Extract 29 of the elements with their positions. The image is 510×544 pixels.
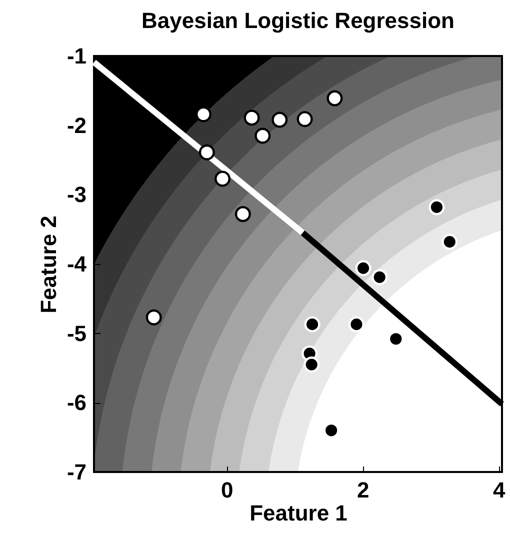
x-tick-label: 4 <box>492 478 506 502</box>
point <box>428 199 445 216</box>
y-tick-label: -2 <box>66 112 86 138</box>
x-tick-label: 2 <box>356 478 370 502</box>
chart-title: Bayesian Logistic Regression <box>142 8 454 33</box>
point <box>198 144 215 160</box>
point <box>214 170 231 187</box>
point <box>442 234 458 250</box>
y-tick-label: -7 <box>66 460 86 484</box>
point <box>304 356 320 373</box>
y-tick-label: -3 <box>66 182 86 208</box>
point <box>234 206 251 222</box>
point <box>355 260 372 276</box>
point <box>272 112 288 128</box>
point <box>304 316 320 332</box>
x-axis-title: Feature 1 <box>250 500 348 526</box>
y-tick-label: -5 <box>66 320 86 346</box>
point <box>326 90 343 106</box>
y-axis-title: Feature 2 <box>36 216 61 314</box>
point <box>348 316 364 332</box>
point <box>244 110 260 126</box>
y-tick-label: -4 <box>66 252 88 276</box>
point <box>296 111 313 128</box>
y-tick-label: -1 <box>66 44 86 68</box>
y-tick-label: -6 <box>66 390 86 416</box>
point <box>372 269 388 286</box>
point <box>146 309 162 326</box>
point <box>254 128 271 144</box>
x-tick-label: 0 <box>220 478 234 502</box>
